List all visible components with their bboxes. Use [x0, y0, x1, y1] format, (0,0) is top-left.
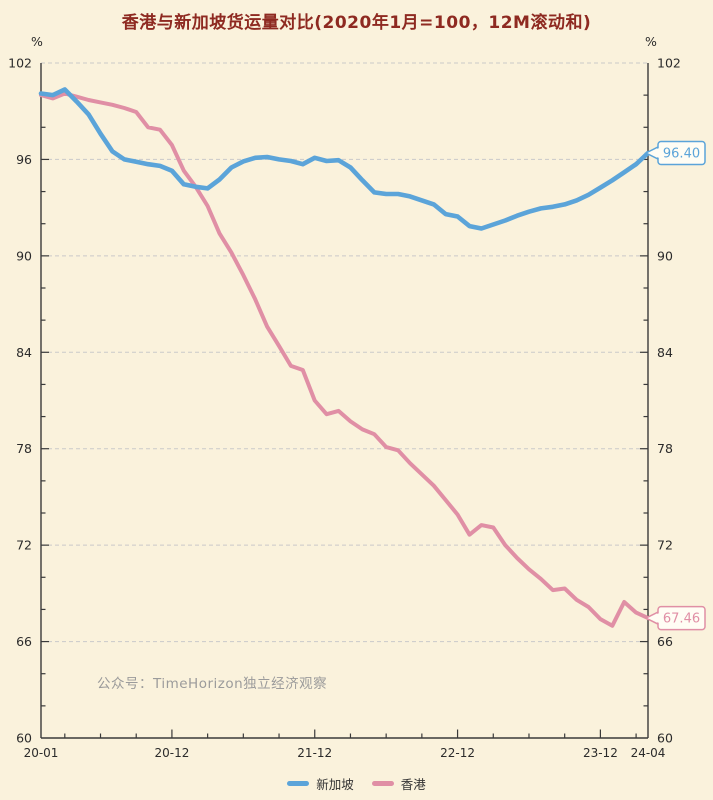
svg-text:20-01: 20-01 [24, 746, 59, 760]
svg-text:60: 60 [16, 731, 32, 746]
hongkong-line [39, 91, 650, 628]
legend-item-singapore: 新加坡 [287, 774, 354, 793]
svg-text:%: % [31, 34, 43, 49]
svg-text:67.46: 67.46 [663, 612, 700, 627]
hongkong-line-swatch [371, 781, 394, 786]
singapore-line [38, 87, 651, 231]
svg-text:%: % [645, 34, 657, 49]
svg-text:96.40: 96.40 [663, 147, 700, 162]
y-tick-labels: 1021029696909084847878727266666060%% [8, 34, 681, 746]
svg-text:21-12: 21-12 [297, 746, 332, 760]
hongkong-end-label: 67.46 [644, 605, 706, 631]
svg-text:78: 78 [657, 441, 673, 456]
svg-text:60: 60 [657, 731, 673, 746]
svg-text:22-12: 22-12 [440, 746, 475, 760]
axes [40, 63, 649, 739]
y-ticks [41, 94, 648, 707]
svg-text:72: 72 [657, 538, 673, 553]
legend: 新加坡 香港 [0, 774, 713, 793]
svg-text:90: 90 [657, 248, 673, 263]
svg-text:66: 66 [657, 634, 673, 649]
watermark-text: 公众号：TimeHorizon独立经济观察 [97, 676, 328, 692]
y-gridlines [41, 62, 648, 643]
svg-text:23-12: 23-12 [583, 746, 618, 760]
svg-text:84: 84 [657, 345, 673, 360]
x-tick-labels: 20-01 20-12 21-12 22-12 23-12 24-04 [24, 746, 666, 760]
svg-text:72: 72 [16, 538, 32, 553]
x-ticks [64, 729, 637, 738]
singapore-end-label: 96.40 [644, 140, 706, 166]
svg-text:90: 90 [16, 248, 32, 263]
svg-text:102: 102 [657, 56, 681, 71]
svg-text:20-12: 20-12 [154, 746, 189, 760]
svg-text:66: 66 [16, 634, 32, 649]
svg-text:24-04: 24-04 [631, 746, 666, 760]
svg-text:102: 102 [8, 56, 32, 71]
legend-label-hongkong: 香港 [400, 777, 426, 792]
svg-text:78: 78 [16, 441, 32, 456]
legend-label-singapore: 新加坡 [316, 777, 354, 792]
svg-text:84: 84 [16, 345, 32, 360]
svg-text:96: 96 [16, 152, 32, 167]
legend-item-hongkong: 香港 [371, 774, 426, 793]
chart-title: 香港与新加坡货运量对比(2020年1月=100，12M滚动和) [121, 13, 592, 33]
singapore-line-swatch [287, 781, 310, 786]
